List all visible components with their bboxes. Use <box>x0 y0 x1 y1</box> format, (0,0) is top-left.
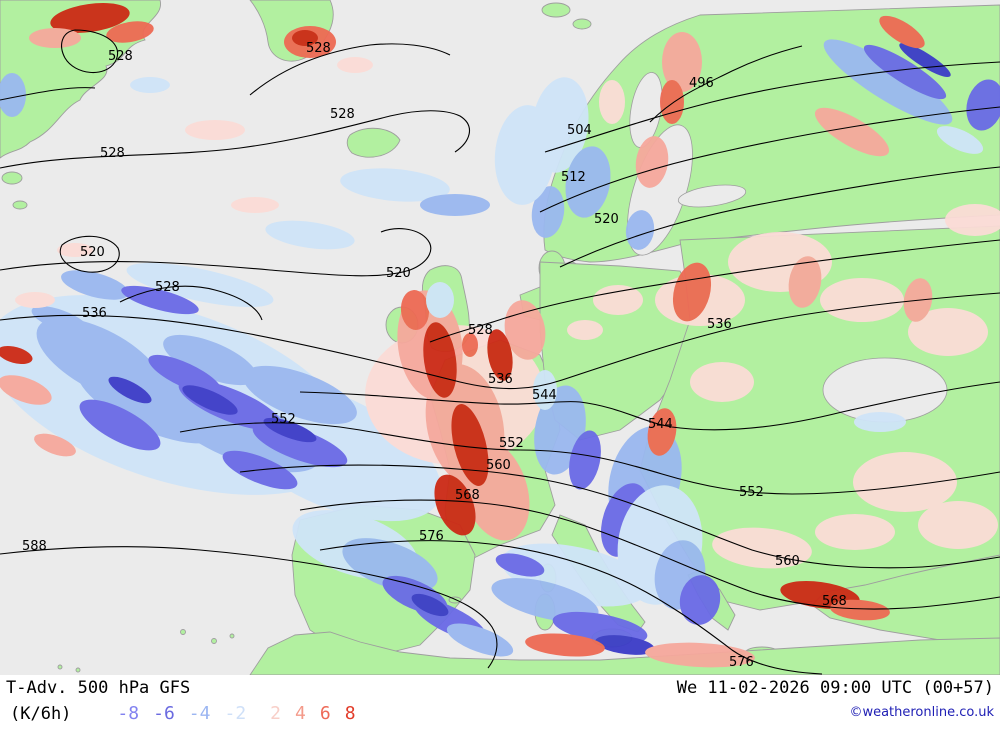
contour-label: 512 <box>561 170 586 185</box>
contour-label: 496 <box>689 76 714 91</box>
advection-layer <box>0 3 1000 668</box>
scale-value: -4 <box>188 703 211 724</box>
contour-layer <box>0 29 1000 675</box>
color-scale: -8 -6 -4 -2 2 4 6 8 <box>117 703 369 724</box>
scale-value: 2 <box>270 703 282 724</box>
map-canvas: 528 528 528 528 520 528 536 520 528 536 544 552 552 5… <box>0 0 1000 675</box>
contour-label: 528 <box>155 280 180 295</box>
contour-label: 560 <box>775 554 800 569</box>
contour-label: 588 <box>22 539 47 554</box>
contour-label: 552 <box>271 412 296 427</box>
contour-label: 528 <box>330 107 355 122</box>
contour-label: 568 <box>455 488 480 503</box>
contour-label: 528 <box>108 49 133 64</box>
weather-map: 528 528 528 528 520 528 536 520 528 536 544 552 552 5… <box>0 0 1000 675</box>
contour-label: 544 <box>532 388 557 403</box>
contour-label: 536 <box>488 372 513 387</box>
contour-label: 536 <box>707 317 732 332</box>
map-title: T-Adv. 500 hPa GFS <box>6 678 191 698</box>
contour-label: 568 <box>822 594 847 609</box>
contour-label: 576 <box>729 655 754 670</box>
contour-label: 504 <box>567 123 592 138</box>
scale-value: 4 <box>295 703 306 724</box>
scale-value: 8 <box>344 703 356 724</box>
contour-label: 560 <box>486 458 511 473</box>
contour-label: 528 <box>468 323 493 338</box>
contour-label: 520 <box>594 212 619 227</box>
scale-value: -2 <box>224 703 247 724</box>
contour-label: 528 <box>306 41 331 56</box>
contour-label: 552 <box>499 436 524 451</box>
valid-time: We 11-02-2026 09:00 UTC (00+57) <box>676 678 994 698</box>
contour-label: 552 <box>739 485 764 500</box>
contour-label: 576 <box>419 529 444 544</box>
contour-label: 520 <box>386 266 411 281</box>
contour-labels: 528 528 528 528 520 528 536 520 528 536 544 552 552 5… <box>22 41 847 670</box>
copyright: ©weatheronline.co.uk <box>849 705 994 720</box>
scale-value: -6 <box>153 703 175 724</box>
scale-value: -8 <box>117 703 140 724</box>
legend-bar: T-Adv. 500 hPa GFS (K/6h) -8 -6 -4 -2 2 4 6 8 We… <box>0 675 1000 733</box>
contour-label: 544 <box>648 417 673 432</box>
scale-value: 6 <box>319 703 331 724</box>
unit-label: (K/6h) <box>10 704 72 724</box>
contour-label: 536 <box>82 306 107 321</box>
contour-label: 520 <box>80 245 105 260</box>
contour-label: 528 <box>100 146 125 161</box>
